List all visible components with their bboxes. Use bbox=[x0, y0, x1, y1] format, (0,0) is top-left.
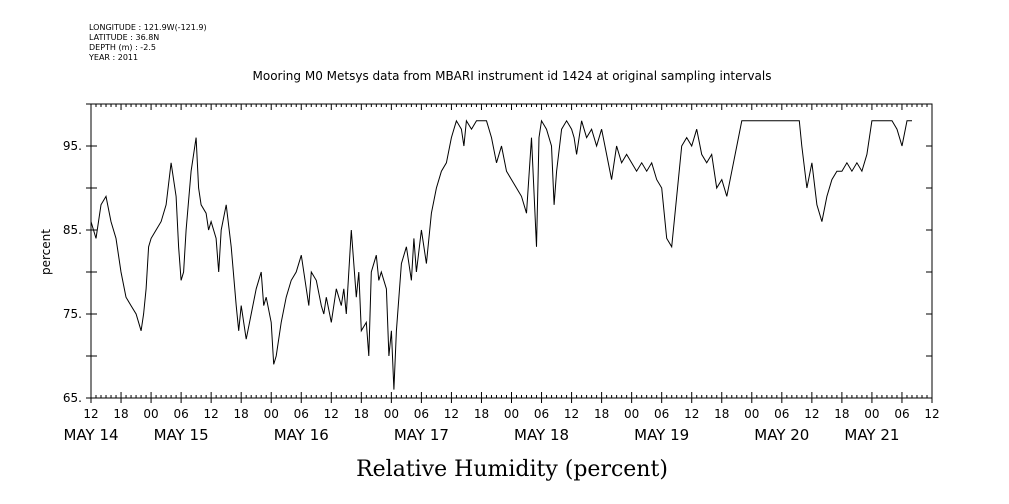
x-tick-label: 12 bbox=[204, 407, 219, 421]
chart-title: Mooring M0 Metsys data from MBARI instru… bbox=[253, 69, 772, 83]
y-tick-labels: 65. 75. 85. 95. bbox=[63, 139, 82, 405]
y-axis-label: percent bbox=[39, 229, 53, 275]
x-tick-label: 06 bbox=[414, 407, 429, 421]
date-label: MAY 17 bbox=[394, 426, 449, 444]
y-tick-label: 75. bbox=[63, 307, 82, 321]
x-tick-label: 00 bbox=[504, 407, 519, 421]
latitude-label: LATITUDE : 36.8N bbox=[89, 33, 160, 42]
x-tick-label: 00 bbox=[264, 407, 279, 421]
date-label: MAY 18 bbox=[514, 426, 569, 444]
x-tick-label: 18 bbox=[234, 407, 249, 421]
x-tick-label: 18 bbox=[594, 407, 609, 421]
x-tick-label: 18 bbox=[714, 407, 729, 421]
longitude-label: LONGITUDE : 121.9W(-121.9) bbox=[89, 23, 207, 32]
tick-marks bbox=[86, 103, 933, 403]
depth-label: DEPTH (m) : -2.5 bbox=[89, 43, 156, 52]
x-axis-label: Relative Humidity (percent) bbox=[356, 457, 668, 482]
x-tick-label: 00 bbox=[384, 407, 399, 421]
y-tick-label: 95. bbox=[63, 139, 82, 153]
date-label: MAY 20 bbox=[754, 426, 809, 444]
metadata-block: LONGITUDE : 121.9W(-121.9) LATITUDE : 36… bbox=[89, 23, 207, 63]
date-label: MAY 21 bbox=[844, 426, 899, 444]
x-tick-label: 00 bbox=[624, 407, 639, 421]
x-tick-label: 12 bbox=[564, 407, 579, 421]
x-tick-label: 12 bbox=[684, 407, 699, 421]
x-tick-label: 18 bbox=[474, 407, 489, 421]
x-tick-label: 12 bbox=[444, 407, 459, 421]
date-label: MAY 15 bbox=[154, 426, 209, 444]
x-tick-label: 18 bbox=[113, 407, 128, 421]
x-tick-label: 00 bbox=[744, 407, 759, 421]
x-tick-label: 12 bbox=[324, 407, 339, 421]
year-label: YEAR : 2011 bbox=[89, 53, 139, 62]
x-tick-label: 12 bbox=[804, 407, 819, 421]
y-tick-label: 65. bbox=[63, 391, 82, 405]
humidity-series-line bbox=[90, 119, 912, 390]
x-tick-label: 06 bbox=[894, 407, 909, 421]
x-tick-label: 00 bbox=[143, 407, 158, 421]
x-tick-label: 18 bbox=[354, 407, 369, 421]
x-tick-label: 06 bbox=[294, 407, 309, 421]
x-tick-label: 06 bbox=[654, 407, 669, 421]
x-tick-label: 06 bbox=[774, 407, 789, 421]
x-tick-labels: 12 18 00 06 12 18 00 06 12 18 00 06 12 18 00 06 12 18 00 06… bbox=[83, 407, 939, 421]
x-tick-label: 12 bbox=[83, 407, 98, 421]
date-label: MAY 16 bbox=[274, 426, 329, 444]
x-tick-label: 00 bbox=[864, 407, 879, 421]
x-tick-label: 18 bbox=[834, 407, 849, 421]
x-tick-label: 06 bbox=[534, 407, 549, 421]
date-label: MAY 19 bbox=[634, 426, 689, 444]
date-label: MAY 14 bbox=[63, 426, 118, 444]
x-tick-label: 12 bbox=[924, 407, 939, 421]
x-tick-label: 06 bbox=[173, 407, 188, 421]
date-labels: MAY 14 MAY 15 MAY 16 MAY 17 MAY 18 MAY 19 MAY … bbox=[63, 426, 899, 444]
y-tick-label: 85. bbox=[63, 223, 82, 237]
